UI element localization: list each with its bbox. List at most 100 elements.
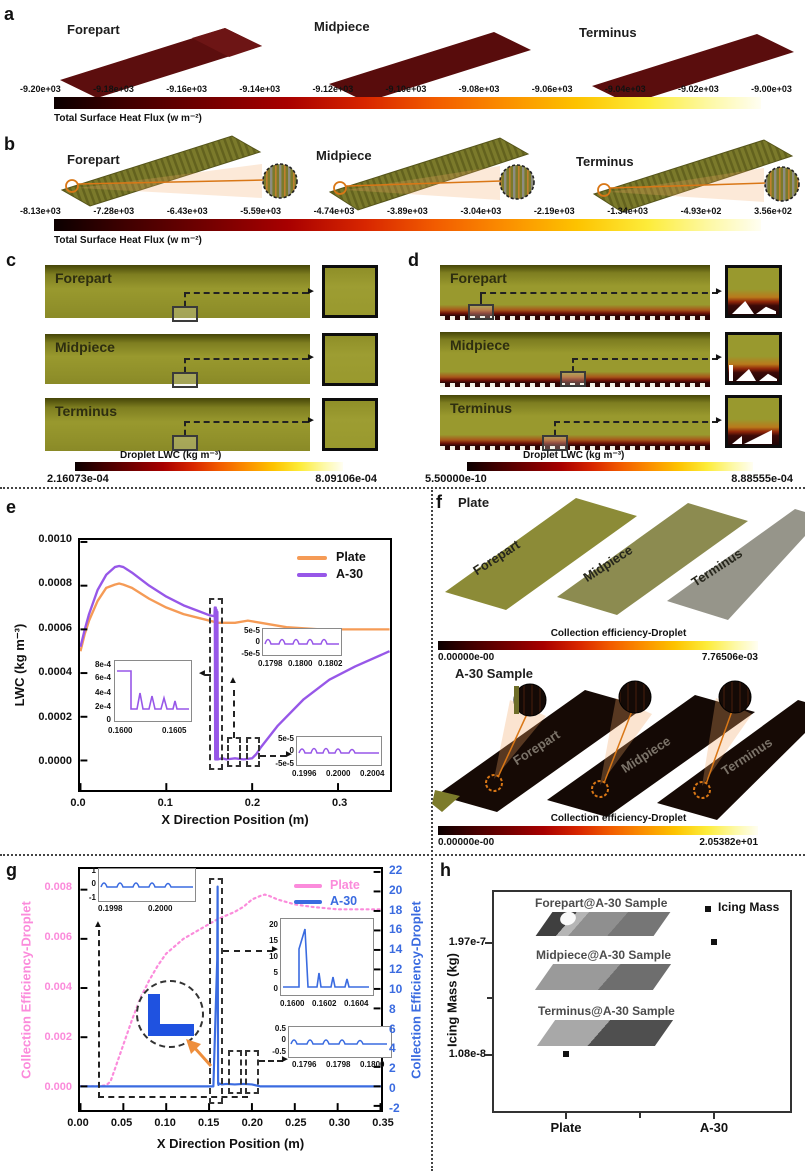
separator-horizontal-2	[0, 854, 805, 856]
panel-b-zoom-circle-3	[764, 166, 800, 202]
axis-tick-label: 0	[389, 1081, 396, 1095]
axis-tick-label: 0.0004	[38, 666, 72, 679]
axis-tick-label: 12	[389, 962, 403, 977]
ice-triangle	[759, 373, 777, 381]
panel-b-leader-3	[609, 182, 767, 189]
inset-xtick: 0.1998	[98, 904, 123, 913]
panel-f-a30-colorbar-caption: Collection efficiency-Droplet	[550, 813, 687, 824]
panel-f-a30-title: A-30 Sample	[455, 666, 534, 681]
inset-ytick: 0	[273, 984, 278, 993]
panel-e-tag: e	[6, 497, 17, 517]
colorbar-tick-label: -3.89e+03	[387, 206, 428, 216]
annotation-midpiece: Midpiece@A-30 Sample	[536, 948, 672, 962]
data-point-plate	[563, 1051, 569, 1057]
inset-ytick: 0	[281, 1035, 286, 1044]
axis-tick-label: 22	[389, 863, 403, 877]
legend-line-a30	[294, 900, 322, 904]
inset-ytick: -5e-5	[241, 649, 260, 658]
panel-d-colorbar-min: 5.50000e-10	[425, 473, 487, 485]
panel-d-colorbar-range: 5.50000e-10 8.88555e-04	[425, 473, 793, 485]
panel-f-zoom-circle-2	[618, 680, 652, 714]
chart-e-inset-right: 5e-5 0 -5e-5 0.1996 0.2000 0.2004	[272, 734, 388, 778]
chart-e-zoom-region-020	[246, 737, 260, 767]
axis-tick-label: 0.30	[328, 1117, 351, 1129]
panel-f-probe-circle-3	[693, 781, 711, 799]
panel-f-plate-colorbar-range: 0.00000e-00 7.76506e-03	[438, 652, 758, 663]
inset-xtick: 0.2000	[148, 904, 173, 913]
panel-b-probe-circle-3	[597, 183, 611, 197]
ice-shape	[729, 365, 733, 381]
panel-f-leader-3	[705, 710, 733, 785]
data-point-a30	[711, 939, 717, 945]
panel-d-field-label: Forepart	[450, 270, 507, 286]
series-Plate	[80, 582, 390, 652]
panel-f-a30-strips	[432, 680, 805, 820]
panel-b-strip-label-terminus: Terminus	[576, 154, 634, 169]
panel-b-strip-forepart	[60, 135, 262, 207]
collection-efficiency-chart	[78, 867, 383, 1112]
colorbar-tick-label: -3.04e+03	[460, 206, 502, 216]
colorbar-tick-label: -4.93e+02	[680, 206, 722, 216]
colorbar-tick-label: -9.06e+03	[531, 84, 573, 94]
panel-d-connector	[480, 292, 482, 304]
panel-d-zoom-inset-1	[725, 265, 782, 318]
axis-tick-label: 8	[389, 1001, 396, 1016]
panel-f-leader-2	[603, 710, 633, 784]
inset-frame	[296, 736, 382, 766]
y-tick-mark	[487, 997, 492, 999]
x-tick-mark	[713, 1113, 715, 1119]
axis-tick-label: 0.008	[44, 881, 72, 893]
panel-c-field-label: Terminus	[55, 403, 117, 419]
panel-c-field-terminus: Terminus	[45, 398, 310, 451]
chart-g-annotation-line	[98, 930, 100, 1098]
arrow-up-icon: ▲	[228, 675, 238, 686]
panel-f-plate-strip-midpiece	[557, 503, 748, 615]
axis-tick-label: 0.002	[44, 1031, 72, 1043]
panel-c-field-midpiece: Midpiece	[45, 334, 310, 384]
arrow-right-icon: ►	[306, 286, 316, 297]
arrow-right-icon: ►	[284, 749, 294, 760]
panel-c-tag: c	[6, 250, 17, 270]
axis-tick-label: 0.0008	[38, 577, 72, 590]
inset-xtick: 0.1996	[292, 769, 317, 778]
panel-f-plate-colorbar-min: 0.00000e-00	[438, 652, 495, 663]
axis-tick-label: 0.05	[110, 1117, 133, 1129]
panel-d-field-label: Terminus	[450, 400, 512, 416]
lwc-line-chart	[78, 538, 392, 792]
arrow-right-icon: ►	[714, 415, 724, 426]
inset-waveform	[100, 882, 193, 888]
inset-frame	[114, 660, 192, 722]
panel-f-a30-colorbar-range: 0.00000e-00 2.05382e+01	[438, 837, 758, 848]
panel-b-zoom-circle-1	[262, 163, 298, 199]
panel-c-probe-box-1	[172, 306, 198, 322]
inset-ytick: -0.5	[272, 1047, 286, 1056]
chart-g-annotation-line	[223, 950, 273, 952]
panel-f-plate-colorbar	[438, 641, 758, 650]
axis-tick-label: 0.00	[67, 1117, 89, 1129]
inset-waveform	[117, 670, 189, 710]
arrow-left-icon: ◄	[197, 668, 207, 679]
inset-ytick: 10	[269, 952, 278, 961]
icing-mass-plot-frame	[492, 890, 792, 1113]
colorbar-tick-label: -9.14e+03	[239, 84, 281, 94]
panel-a-tag: a	[4, 4, 15, 24]
panel-f-plate-strip-terminus	[667, 509, 805, 620]
colorbar-tick-label: -9.08e+03	[458, 84, 500, 94]
panel-f-tag: f	[436, 492, 442, 512]
chart-g-zoom-region-018	[228, 1050, 242, 1094]
annotation-terminus: Terminus@A-30 Sample	[538, 1004, 675, 1018]
panel-c-colorbar-min: 2.16073e-04	[47, 473, 109, 485]
axis-tick-label: 0.0010	[38, 533, 72, 545]
inset-ytick: 6e-4	[94, 673, 111, 682]
colorbar-tick-label: -6.43e+03	[166, 206, 208, 216]
axis-tick-label: 0.2	[244, 797, 261, 809]
inset-xtick: 0.1800	[360, 1060, 385, 1069]
panel-c-colorbar-caption: Droplet LWC (kg m⁻³)	[120, 450, 222, 461]
inset-waveform	[298, 747, 379, 754]
panel-b-glow-cone-1	[78, 164, 262, 198]
panel-d-tag: d	[408, 250, 419, 270]
panel-b-strip-terminus	[592, 139, 794, 213]
axis-tick-label: 0.000	[44, 1081, 72, 1093]
chart-h-ytick-197e7: 1.97e-7	[448, 936, 486, 948]
legend-label-plate: Plate	[330, 878, 360, 892]
